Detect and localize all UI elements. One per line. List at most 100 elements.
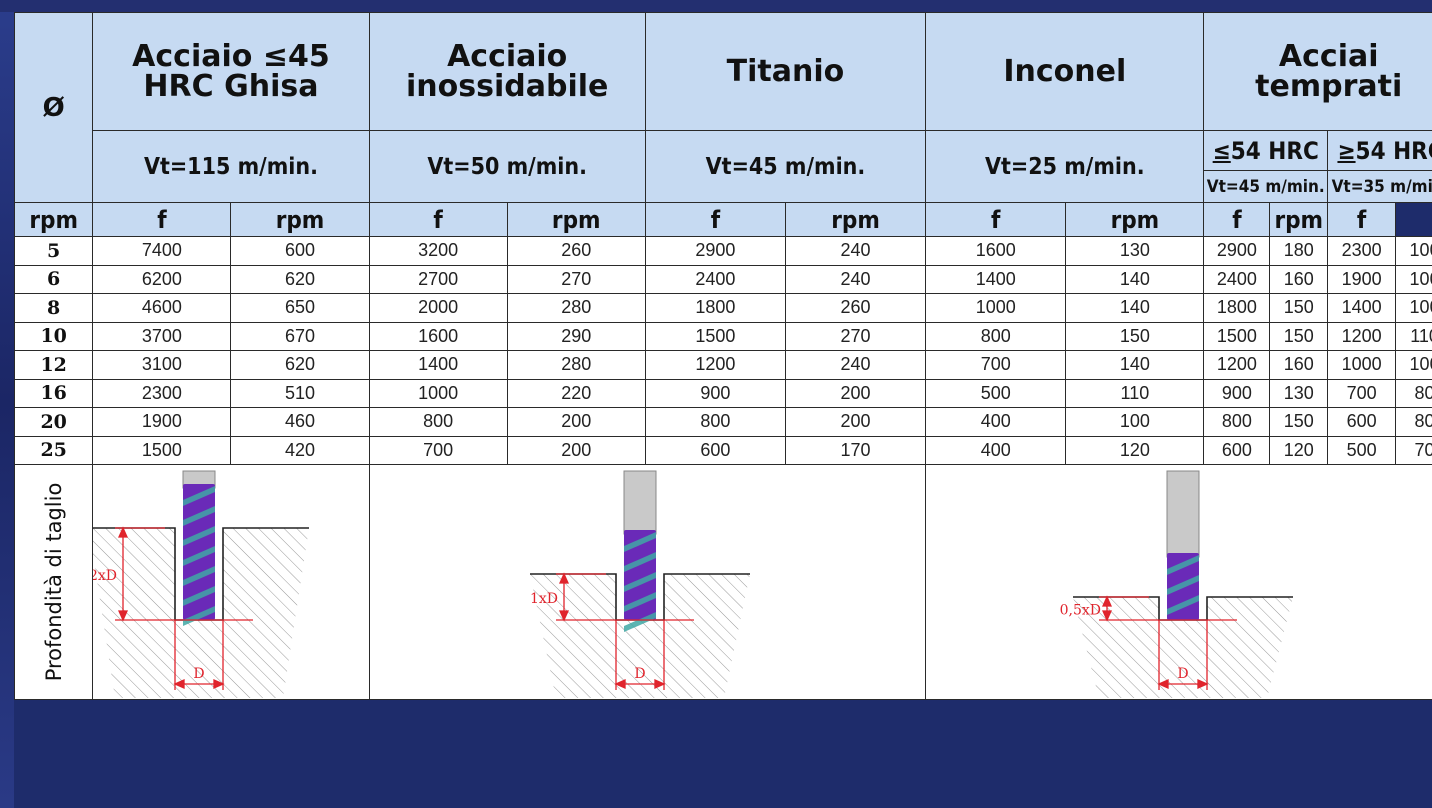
rpm-cell: 4600 bbox=[92, 293, 232, 323]
feed-cell: 150 bbox=[1269, 407, 1329, 437]
feed-cell: 150 bbox=[1065, 321, 1205, 351]
depth-value-label: 2xD bbox=[93, 568, 117, 584]
diameter-cell: 10 bbox=[13, 321, 94, 351]
rpm-cell: 700 bbox=[925, 350, 1067, 380]
col-header-f: f bbox=[92, 202, 232, 237]
rpm-cell: 400 bbox=[925, 407, 1067, 437]
depth-diagram-cell-2: 1xD D bbox=[368, 464, 927, 700]
tool-flute-edge bbox=[623, 572, 656, 592]
width-value-label: D bbox=[1178, 666, 1189, 682]
feed-cell: 280 bbox=[506, 350, 646, 380]
tool-flute-edge bbox=[183, 586, 216, 606]
left-frame-strip bbox=[0, 0, 14, 808]
table-row: 6 6200 620 2700 270 2400 240 1400 140 2400 160 1900… bbox=[13, 264, 1432, 294]
width-arrow-right bbox=[653, 678, 666, 690]
feed-cell: 160 bbox=[1269, 264, 1329, 294]
tool-flute-edge bbox=[183, 566, 216, 586]
material-header-inconel: Inconel bbox=[925, 12, 1205, 131]
tool-flute-edge bbox=[623, 532, 656, 552]
depth-value-label: 1xD bbox=[530, 591, 558, 607]
rpm-cell: 1200 bbox=[1203, 350, 1271, 380]
depth-arrow-bottom bbox=[1102, 610, 1113, 622]
feed-cell: 120 bbox=[1065, 435, 1205, 465]
feed-cell: 110 bbox=[1395, 321, 1432, 351]
diameter-header: Ø bbox=[13, 12, 94, 203]
hardness-le54-value: 54 HRC bbox=[1230, 136, 1319, 165]
rpm-cell: 7400 bbox=[92, 236, 232, 266]
rpm-cell: 800 bbox=[644, 407, 786, 437]
col-header-f: f bbox=[644, 202, 786, 237]
feed-cell: 270 bbox=[784, 321, 927, 351]
rpm-cell: 3200 bbox=[368, 236, 508, 266]
hardness-ge54-value: 54 HRC bbox=[1355, 136, 1432, 165]
feed-cell: 620 bbox=[230, 264, 370, 294]
feed-cell: 200 bbox=[506, 407, 646, 437]
diameter-cell: 25 bbox=[13, 435, 94, 465]
tool-shank bbox=[623, 470, 657, 535]
rpm-cell: 2700 bbox=[368, 264, 508, 294]
rpm-cell: 1600 bbox=[925, 236, 1067, 266]
col-header-rpm: rpm bbox=[784, 202, 927, 237]
feed-cell: 240 bbox=[784, 350, 927, 380]
depth-arrow-top bbox=[1102, 595, 1113, 607]
workpiece-hatch bbox=[1073, 597, 1294, 698]
rpm-cell: 1500 bbox=[644, 321, 786, 351]
depth-value-label: 0,5xD bbox=[1060, 603, 1101, 619]
feed-cell: 240 bbox=[784, 264, 927, 294]
hardness-ge54-prefix: ≥ bbox=[1337, 136, 1356, 165]
tool-flute-edge bbox=[183, 506, 216, 526]
hardness-le54: ≤54 HRC bbox=[1203, 130, 1329, 171]
diameter-cell: 16 bbox=[13, 378, 94, 408]
rpm-cell: 800 bbox=[1203, 407, 1271, 437]
rpm-cell: 900 bbox=[644, 378, 786, 408]
cutting-data-table: Ø Acciaio ≤45 HRC Ghisa Acciaio inossida… bbox=[13, 12, 1432, 700]
feed-cell: 160 bbox=[1269, 350, 1329, 380]
diameter-cell: 8 bbox=[13, 293, 94, 323]
diameter-cell: 5 bbox=[13, 236, 94, 266]
top-title-band bbox=[0, 0, 1432, 12]
feed-cell: 80 bbox=[1395, 407, 1432, 437]
feed-cell: 240 bbox=[784, 236, 927, 266]
rpm-cell: 1200 bbox=[1327, 321, 1397, 351]
feed-cell: 420 bbox=[230, 435, 370, 465]
width-arrow-right bbox=[213, 678, 225, 690]
tool-flute-edge bbox=[183, 606, 216, 626]
rpm-cell: 700 bbox=[368, 435, 508, 465]
feed-cell: 260 bbox=[784, 293, 927, 323]
rpm-cell: 600 bbox=[1203, 435, 1271, 465]
rpm-cell: 1000 bbox=[925, 293, 1067, 323]
tool-flute-edge bbox=[1167, 595, 1200, 615]
cutting-speed-hardened-ge54: Vt=35 m/min. bbox=[1327, 170, 1432, 203]
feed-cell: 150 bbox=[1269, 293, 1329, 323]
depth-arrow-top bbox=[118, 526, 129, 538]
end-mill-tool bbox=[623, 470, 657, 632]
tool-flute-edge bbox=[183, 526, 216, 546]
tool-flute-edge bbox=[623, 552, 656, 572]
feed-cell: 100 bbox=[1395, 264, 1432, 294]
feed-cell: 100 bbox=[1065, 407, 1205, 437]
tool-flute-edge bbox=[623, 612, 656, 632]
dimension-lines bbox=[1099, 595, 1238, 690]
col-header-rpm: rpm bbox=[230, 202, 370, 237]
rpm-cell: 2300 bbox=[92, 378, 232, 408]
feed-cell: 100 bbox=[1395, 350, 1432, 380]
diameter-cell: 6 bbox=[13, 264, 94, 294]
end-mill-tool bbox=[1166, 470, 1200, 620]
feed-cell: 70 bbox=[1395, 435, 1432, 465]
col-header-rpm: rpm bbox=[506, 202, 646, 237]
table-row: 25150042070020060017040012060012050070 bbox=[13, 435, 1432, 465]
feed-cell: 260 bbox=[506, 236, 646, 266]
material-header-hardened: Acciai temprati bbox=[1203, 12, 1432, 131]
table-row: 8 4600 650 2000 280 1800 260 1000 140 1800 150 1400… bbox=[13, 293, 1432, 323]
rpm-cell: 600 bbox=[644, 435, 786, 465]
cutting-speed-inconel: Vt=25 m/min. bbox=[925, 130, 1205, 203]
depth-diagram-2xd: 2xD D bbox=[93, 470, 310, 698]
rpm-cell: 700 bbox=[1327, 378, 1397, 408]
rpm-cell: 6200 bbox=[92, 264, 232, 294]
feed-cell: 620 bbox=[230, 350, 370, 380]
feed-cell: 510 bbox=[230, 378, 370, 408]
rpm-cell: 1900 bbox=[1327, 264, 1397, 294]
rpm-cell: 1000 bbox=[1327, 350, 1397, 380]
rpm-cell: 3700 bbox=[92, 321, 232, 351]
width-arrow-right bbox=[1197, 678, 1209, 690]
